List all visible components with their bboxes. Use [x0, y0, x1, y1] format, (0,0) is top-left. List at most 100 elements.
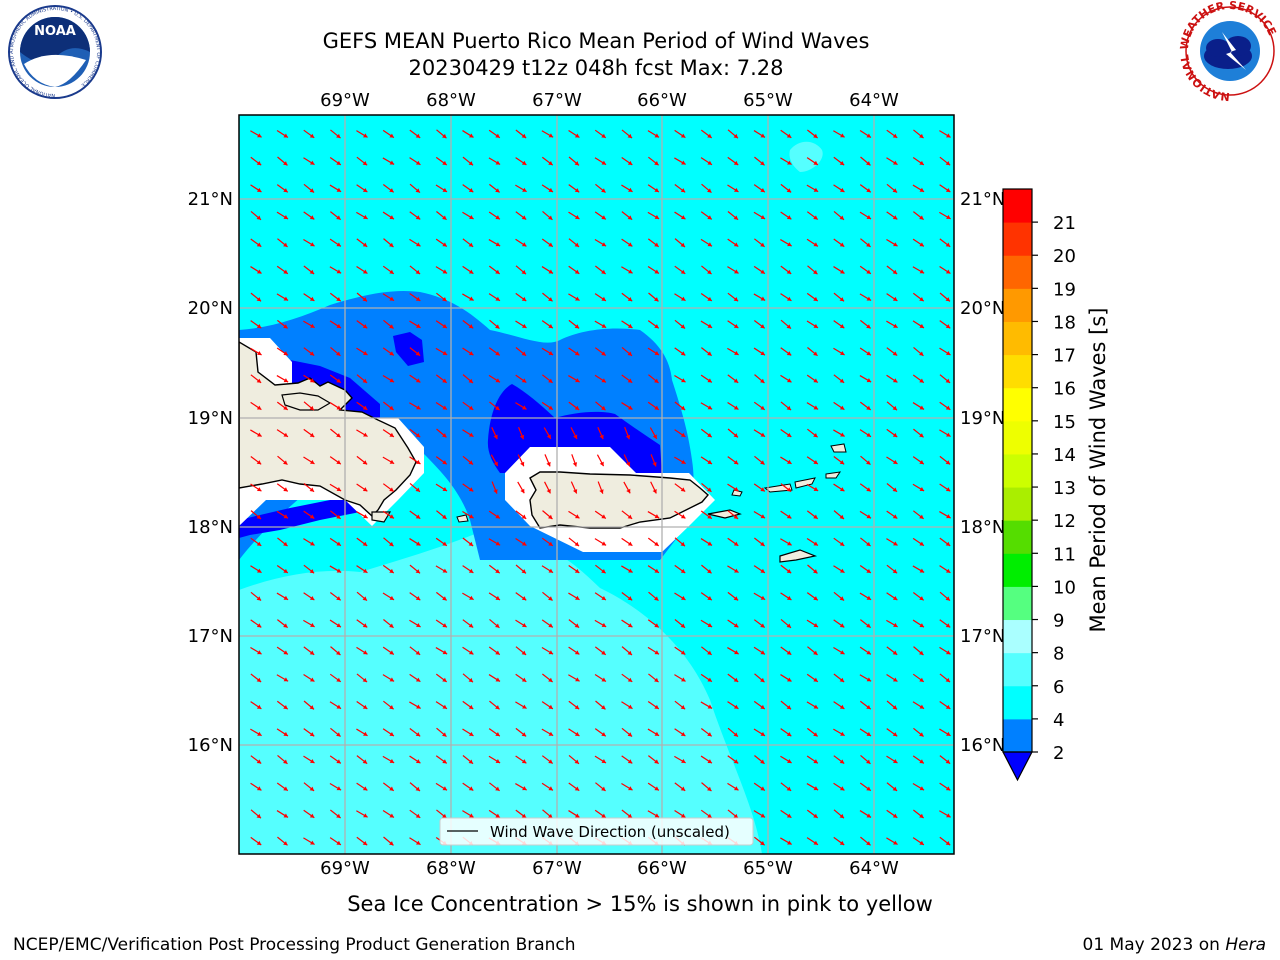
- wind-wave-arrow: [409, 482, 421, 493]
- wind-wave-arrow: [621, 809, 633, 819]
- wind-wave-arrow: [329, 184, 342, 193]
- wind-wave-arrow: [329, 320, 342, 329]
- wind-wave-arrow: [647, 646, 660, 655]
- wind-wave-arrow: [462, 238, 474, 248]
- wind-wave-arrow: [833, 782, 845, 791]
- wind-wave-arrow: [276, 700, 289, 710]
- wind-wave-arrow: [912, 592, 925, 601]
- wind-wave-arrow: [647, 401, 660, 411]
- wind-wave-arrow: [647, 782, 660, 791]
- wind-wave-arrow: [541, 755, 554, 764]
- wind-wave-arrow: [939, 265, 951, 275]
- wind-wave-arrow: [727, 266, 739, 274]
- wind-wave-arrow: [780, 129, 792, 139]
- wind-wave-arrow: [674, 184, 686, 193]
- wind-wave-arrow: [518, 426, 525, 440]
- wind-wave-arrow: [700, 673, 713, 683]
- lat-label: 21°N: [188, 189, 233, 210]
- wind-wave-arrow: [595, 564, 606, 574]
- wind-wave-arrow: [409, 183, 421, 194]
- lon-label: 69°W: [320, 90, 370, 111]
- wind-wave-arrow: [780, 782, 792, 792]
- wind-wave-arrow: [489, 618, 500, 629]
- wind-wave-arrow: [515, 755, 527, 764]
- wind-wave-arrow: [356, 728, 368, 737]
- lat-label: 18°N: [960, 517, 1005, 538]
- wind-wave-arrow: [754, 537, 765, 547]
- wind-wave-arrow: [700, 292, 713, 302]
- wind-wave-arrow: [674, 374, 686, 383]
- wind-wave-arrow: [647, 211, 660, 220]
- wind-wave-arrow: [543, 427, 552, 440]
- wind-wave-arrow: [597, 427, 604, 440]
- wind-wave-arrow: [833, 401, 845, 411]
- wind-wave-arrow: [674, 646, 686, 656]
- wind-wave-arrow: [700, 538, 713, 546]
- wind-wave-arrow: [488, 157, 501, 166]
- wind-wave-arrow: [621, 510, 633, 520]
- chart-title: GEFS MEAN Puerto Rico Mean Period of Win…: [323, 29, 870, 53]
- wind-wave-arrow: [409, 564, 421, 574]
- wind-wave-arrow: [409, 728, 421, 737]
- wind-wave-arrow: [701, 482, 712, 493]
- noaa-logo-text: NOAA: [34, 24, 76, 39]
- wind-wave-arrow: [727, 510, 739, 520]
- lat-labels-left: 21°N 20°N 19°N 18°N 17°N 16°N: [188, 189, 233, 756]
- wind-wave-arrow: [833, 809, 845, 819]
- wind-wave-arrow: [780, 456, 792, 465]
- wind-wave-arrow: [594, 728, 607, 737]
- wind-wave-arrow: [383, 401, 394, 411]
- wind-wave-arrow: [541, 728, 554, 737]
- wind-wave-arrow: [859, 293, 872, 302]
- wind-wave-arrow: [807, 129, 818, 139]
- wind-wave-arrow: [727, 701, 739, 710]
- wind-wave-arrow: [382, 755, 395, 764]
- wind-wave-arrow: [329, 374, 342, 384]
- wind-wave-arrow: [595, 401, 606, 411]
- wind-wave-arrow: [807, 727, 818, 737]
- wind-wave-arrow: [806, 374, 819, 384]
- wind-wave-arrow: [859, 810, 872, 818]
- wind-wave-arrow: [700, 211, 713, 220]
- wind-wave-arrow: [886, 782, 898, 792]
- wind-wave-arrow: [806, 837, 819, 846]
- wind-wave-arrow: [886, 646, 898, 656]
- wind-wave-arrow: [568, 265, 580, 275]
- wind-wave-arrow: [436, 809, 447, 819]
- wind-wave-arrow: [939, 836, 951, 846]
- wind-wave-arrow: [489, 401, 500, 411]
- wind-wave-arrow: [727, 619, 739, 628]
- wind-wave-arrow: [409, 238, 421, 247]
- wind-wave-arrow: [303, 809, 315, 819]
- wind-wave-arrow: [647, 728, 660, 737]
- wind-wave-arrow: [303, 837, 315, 846]
- wind-wave-arrow: [912, 701, 925, 710]
- colorbar-segments: [1003, 189, 1032, 753]
- colorbar-segment: [1003, 553, 1032, 587]
- wind-wave-arrow: [250, 374, 262, 384]
- wind-wave-arrow: [568, 564, 580, 574]
- wind-wave-arrow: [382, 809, 395, 819]
- wind-wave-arrow: [250, 537, 262, 547]
- wind-wave-arrow: [276, 564, 289, 574]
- lat-label: 17°N: [188, 626, 233, 647]
- wind-wave-arrow: [489, 319, 500, 330]
- wind-wave-arrow: [515, 320, 527, 329]
- wind-wave-arrow: [409, 837, 421, 846]
- wind-wave-arrow: [701, 782, 712, 792]
- wind-wave-arrow: [356, 374, 368, 384]
- wind-wave-arrow: [568, 319, 580, 329]
- wind-wave-arrow: [568, 510, 580, 519]
- wind-wave-arrow: [727, 755, 739, 764]
- wind-wave-arrow: [859, 265, 872, 275]
- wind-wave-arrow: [515, 727, 527, 737]
- wind-wave-arrow: [435, 782, 448, 791]
- colorbar-tick-label: 18: [1053, 312, 1076, 333]
- wind-wave-arrow: [700, 238, 713, 247]
- wind-wave-arrow: [674, 564, 686, 574]
- wind-wave-arrow: [806, 402, 819, 410]
- lon-labels-bottom: 69°W 68°W 67°W 66°W 65°W 64°W: [320, 858, 899, 879]
- wind-wave-arrow: [859, 401, 872, 411]
- wind-wave-arrow: [754, 374, 765, 384]
- virgin-islands-2: [794, 477, 816, 489]
